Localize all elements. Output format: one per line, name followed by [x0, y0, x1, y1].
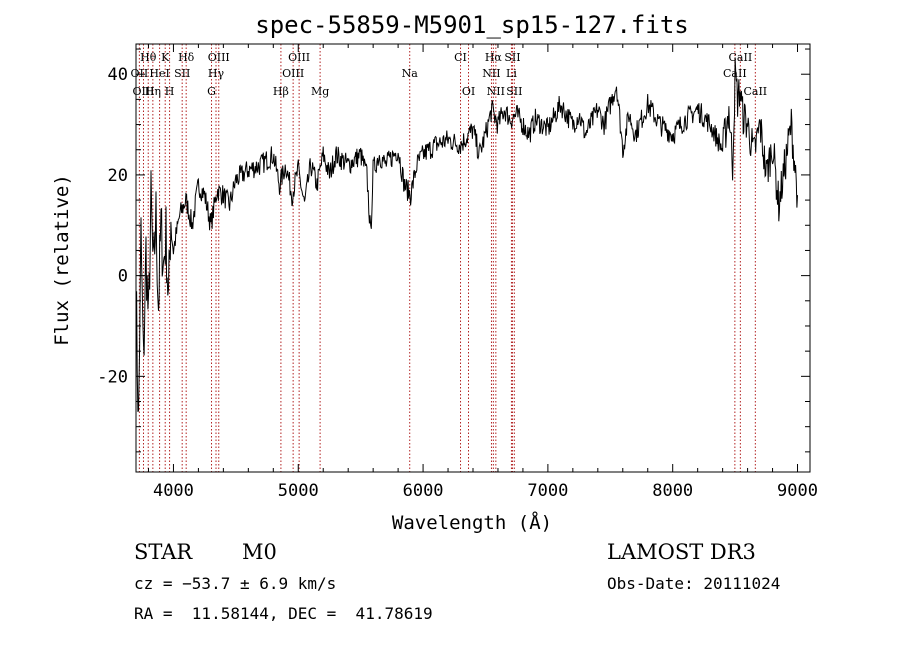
spectral-line-label: Hγ — [208, 67, 225, 80]
spectral-line-label: Hα — [485, 51, 503, 64]
spectral-line-label: SII — [174, 67, 190, 80]
spectral-line-label: OIII — [208, 51, 230, 64]
spectral-line-label: NII — [482, 67, 500, 80]
spectral-line-label: Na — [402, 67, 419, 80]
redshift-text: cz = −53.7 ± 6.9 km/s — [134, 574, 337, 593]
x-tick-label: 5000 — [278, 481, 319, 501]
spectral-line-label: HeI — [149, 67, 169, 80]
x-tick-label: 4000 — [153, 481, 194, 501]
spectral-line-label: OII — [131, 67, 149, 80]
spectral-line-label: Hθ — [140, 51, 157, 64]
spectral-line-label: OIII — [132, 85, 154, 98]
spectral-line-label: Li — [506, 67, 517, 80]
x-axis-label: Wavelength (Å) — [392, 511, 552, 534]
x-tick-label: 7000 — [527, 481, 568, 501]
spectral-line-label: OI — [462, 85, 475, 98]
spectral-line-label: OIII — [288, 51, 310, 64]
spectral-line-label: Mg — [311, 85, 329, 98]
y-tick-label: 20 — [108, 166, 128, 186]
spectral-line-label: K — [161, 51, 170, 64]
coordinates-text: RA = 11.58144, DEC = 41.78619 — [134, 604, 433, 623]
spectral-line-label: Hβ — [273, 85, 289, 98]
spectral-line-label: SII — [504, 51, 520, 64]
spectral-line-label: G — [207, 85, 216, 98]
observation-date: Obs-Date: 20111024 — [607, 574, 781, 593]
object-subclass: M0 — [242, 540, 277, 564]
y-tick-label: -20 — [97, 367, 128, 387]
spectral-line-label: CI — [454, 51, 467, 64]
y-axis: -20 0 20 40 — [97, 48, 810, 453]
x-tick-label: 9000 — [777, 481, 818, 501]
x-tick-label: 6000 — [403, 481, 444, 501]
spectral-line-label: CaII — [743, 85, 767, 98]
y-tick-label: 40 — [108, 65, 128, 85]
spectral-line-label: OIII — [282, 67, 304, 80]
spectral-line-label: Hη — [145, 85, 161, 98]
y-tick-label: 0 — [118, 267, 128, 287]
spectral-line-markers — [138, 44, 756, 472]
flux-series-line — [135, 57, 798, 413]
survey-name: LAMOST DR3 — [607, 540, 756, 564]
spectral-line-label: CaII — [729, 51, 753, 64]
spectral-line-label: SII — [506, 85, 522, 98]
chart-title: spec-55859-M5901_sp15-127.fits — [255, 11, 688, 39]
y-axis-label: Flux (relative) — [51, 174, 73, 346]
spectral-line-label: Hδ — [178, 51, 195, 64]
x-tick-label: 8000 — [652, 481, 693, 501]
x-axis: 4000 5000 6000 7000 8000 9000 — [147, 44, 818, 501]
plot-frame — [135, 43, 811, 473]
spectral-line-label: NII — [487, 85, 505, 98]
object-class: STAR — [134, 540, 193, 564]
spectral-line-label: H — [165, 85, 175, 98]
